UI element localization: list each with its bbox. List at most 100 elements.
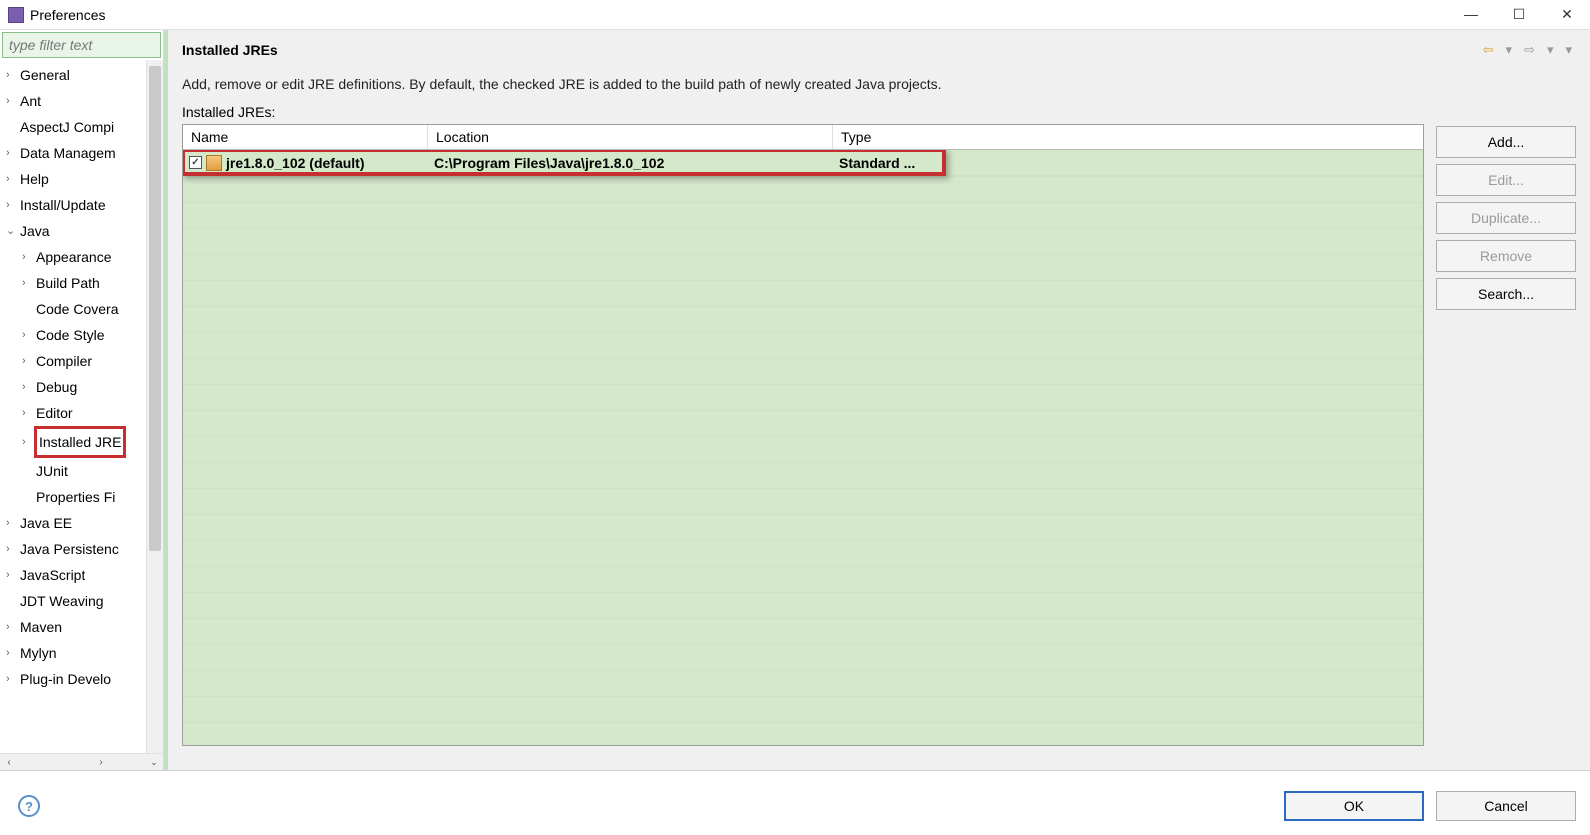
tree-item-label: Editor: [36, 400, 73, 426]
tree-item[interactable]: ⌄Java: [0, 218, 146, 244]
close-icon[interactable]: ✕: [1552, 6, 1582, 23]
cell-location: C:\Program Files\Java\jre1.8.0_102: [428, 153, 833, 173]
expand-arrow-icon[interactable]: ›: [6, 62, 18, 88]
tree-item[interactable]: ›Debug: [0, 374, 146, 400]
expand-arrow-icon[interactable]: ›: [6, 666, 18, 692]
expand-arrow-icon[interactable]: ›: [22, 322, 34, 348]
tree-item-label: Java: [20, 218, 50, 244]
filter-input[interactable]: type filter text: [2, 32, 161, 58]
expand-arrow-icon[interactable]: ›: [6, 614, 18, 640]
tree-item[interactable]: AspectJ Compi: [0, 114, 146, 140]
main-panel: Installed JREs ⇦ ▾ ⇨ ▾ ▾ Add, remove or …: [164, 30, 1590, 770]
main-header: Installed JREs ⇦ ▾ ⇨ ▾ ▾: [168, 30, 1590, 70]
scroll-right-icon[interactable]: ›: [94, 757, 108, 768]
cell-name: ✓jre1.8.0_102 (default): [183, 153, 428, 173]
tree-item-label: Java EE: [20, 510, 72, 536]
preferences-window: Preferences — ☐ ✕ type filter text ›Gene…: [0, 0, 1590, 835]
tree-item[interactable]: ›General: [0, 62, 146, 88]
tree-item-label: JUnit: [36, 458, 68, 484]
tree-item[interactable]: ›Ant: [0, 88, 146, 114]
remove-button[interactable]: Remove: [1436, 240, 1576, 272]
expand-arrow-icon[interactable]: ›: [22, 429, 34, 455]
duplicate-button[interactable]: Duplicate...: [1436, 202, 1576, 234]
expand-arrow-icon[interactable]: ›: [22, 270, 34, 296]
jre-checkbox[interactable]: ✓: [189, 156, 202, 169]
tree-item-label: General: [20, 62, 70, 88]
expand-arrow-icon[interactable]: ›: [22, 348, 34, 374]
tree-item[interactable]: ›Java EE: [0, 510, 146, 536]
expand-arrow-icon[interactable]: ›: [6, 536, 18, 562]
expand-arrow-icon[interactable]: ›: [6, 192, 18, 218]
nav-back-menu-icon[interactable]: ▾: [1502, 40, 1517, 60]
tree-item-label: Help: [20, 166, 49, 192]
button-column: Add... Edit... Duplicate... Remove Searc…: [1436, 104, 1576, 746]
cell-type: Standard ...: [833, 153, 1423, 173]
expand-arrow-icon[interactable]: ›: [6, 166, 18, 192]
titlebar: Preferences — ☐ ✕: [0, 0, 1590, 30]
expand-arrow-icon[interactable]: ›: [22, 400, 34, 426]
tree-item[interactable]: ›Plug-in Develo: [0, 666, 146, 692]
tree-item-label: Installed JRE: [34, 426, 126, 458]
tree-item-label: JDT Weaving: [20, 588, 104, 614]
expand-arrow-icon[interactable]: ›: [6, 140, 18, 166]
sidebar: type filter text ›General›AntAspectJ Com…: [0, 30, 164, 770]
tree-item[interactable]: ›Code Style: [0, 322, 146, 348]
table-body: ✓jre1.8.0_102 (default)C:\Program Files\…: [183, 150, 1423, 745]
tree-item[interactable]: ›Build Path: [0, 270, 146, 296]
tree-item-label: AspectJ Compi: [20, 114, 114, 140]
ok-button[interactable]: OK: [1284, 791, 1424, 821]
nav-back-icon[interactable]: ⇦: [1479, 40, 1498, 60]
nav-forward-icon[interactable]: ⇨: [1520, 40, 1539, 60]
dialog-footer: ? OK Cancel: [0, 771, 1590, 835]
view-menu-icon[interactable]: ▾: [1561, 40, 1576, 60]
table-label: Installed JREs:: [182, 104, 1424, 124]
tree-item-label: Install/Update: [20, 192, 106, 218]
help-icon[interactable]: ?: [18, 795, 40, 817]
expand-arrow-icon[interactable]: ›: [6, 88, 18, 114]
table-stripes: [183, 150, 1423, 745]
cancel-button[interactable]: Cancel: [1436, 791, 1576, 821]
tree-item[interactable]: JDT Weaving: [0, 588, 146, 614]
jre-table-area: Installed JREs: Name Location Type ✓jre1…: [182, 104, 1424, 746]
add-button[interactable]: Add...: [1436, 126, 1576, 158]
tree-item[interactable]: ›Install/Update: [0, 192, 146, 218]
sidebar-horizontal-scrollbar[interactable]: ‹ › ⌄: [0, 753, 163, 770]
tree-item[interactable]: ›Compiler: [0, 348, 146, 374]
expand-arrow-icon[interactable]: ›: [22, 244, 34, 270]
column-header-type[interactable]: Type: [833, 125, 1423, 149]
search-button[interactable]: Search...: [1436, 278, 1576, 310]
column-header-location[interactable]: Location: [428, 125, 833, 149]
expand-arrow-icon[interactable]: ›: [22, 374, 34, 400]
sidebar-vertical-scrollbar[interactable]: [146, 60, 163, 753]
expand-arrow-icon[interactable]: ›: [6, 562, 18, 588]
tree-item[interactable]: ›JavaScript: [0, 562, 146, 588]
tree-item[interactable]: ›Data Managem: [0, 140, 146, 166]
nav-forward-menu-icon[interactable]: ▾: [1543, 40, 1558, 60]
edit-button[interactable]: Edit...: [1436, 164, 1576, 196]
tree-item-label: Mylyn: [20, 640, 57, 666]
expand-arrow-icon[interactable]: ›: [6, 640, 18, 666]
tree-item[interactable]: ›Help: [0, 166, 146, 192]
maximize-icon[interactable]: ☐: [1504, 6, 1534, 23]
scroll-left-icon[interactable]: ‹: [2, 757, 16, 768]
tree-item-label: Plug-in Develo: [20, 666, 111, 692]
column-header-name[interactable]: Name: [183, 125, 428, 149]
expand-arrow-icon[interactable]: ›: [6, 510, 18, 536]
table-row[interactable]: ✓jre1.8.0_102 (default)C:\Program Files\…: [183, 150, 1423, 176]
scroll-down-icon[interactable]: ⌄: [147, 757, 161, 768]
tree-item[interactable]: JUnit: [0, 458, 146, 484]
tree-item[interactable]: ›Mylyn: [0, 640, 146, 666]
tree-item[interactable]: Properties Fi: [0, 484, 146, 510]
history-nav: ⇦ ▾ ⇨ ▾ ▾: [1479, 40, 1576, 60]
tree-item[interactable]: Code Covera: [0, 296, 146, 322]
tree-item[interactable]: ›Java Persistenc: [0, 536, 146, 562]
tree-item-label: Code Covera: [36, 296, 119, 322]
expand-arrow-icon[interactable]: ⌄: [6, 218, 18, 244]
minimize-icon[interactable]: —: [1456, 6, 1486, 23]
preferences-tree[interactable]: ›General›AntAspectJ Compi›Data Managem›H…: [0, 60, 146, 753]
tree-item[interactable]: ›Installed JRE: [0, 426, 146, 458]
scrollbar-thumb[interactable]: [149, 66, 161, 551]
tree-item[interactable]: ›Maven: [0, 614, 146, 640]
tree-item[interactable]: ›Appearance: [0, 244, 146, 270]
tree-item[interactable]: ›Editor: [0, 400, 146, 426]
